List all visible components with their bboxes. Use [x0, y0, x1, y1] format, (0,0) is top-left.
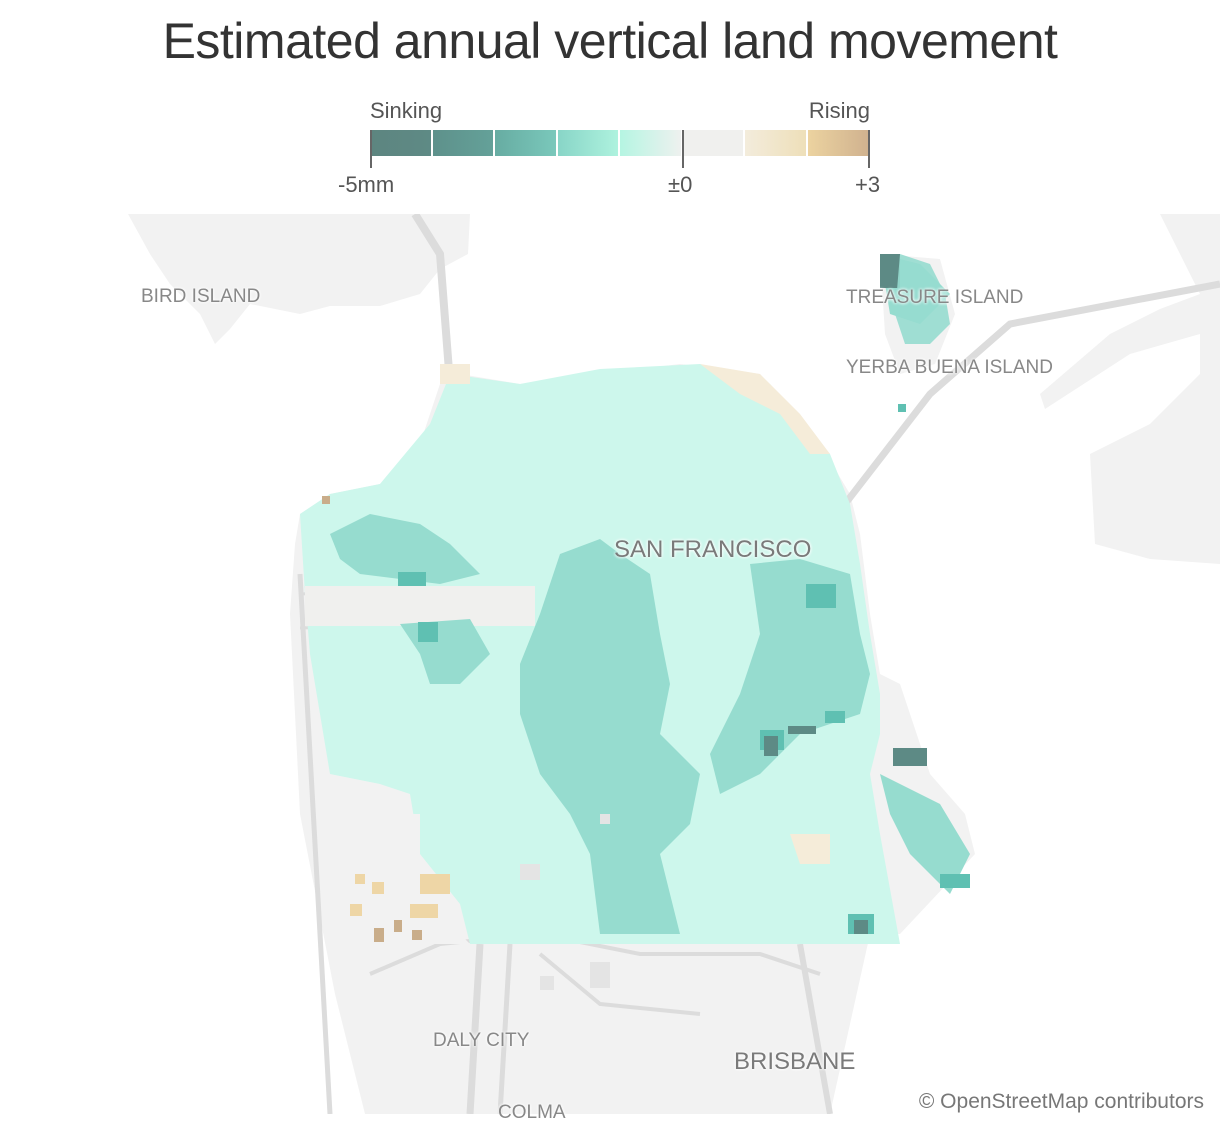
legend-colorbar	[370, 130, 868, 156]
overlay-gaps	[520, 814, 610, 990]
legend-min-label: -5mm	[338, 172, 395, 197]
legend-segment	[432, 130, 493, 156]
basemap	[128, 211, 1220, 1115]
legend-tick-min	[370, 130, 372, 168]
place-label: TREASURE ISLAND	[846, 287, 1024, 308]
map-attribution[interactable]: © OpenStreetMap contributors	[918, 1090, 1204, 1113]
legend-sinking-label: Sinking	[370, 98, 443, 123]
land-oakland	[1040, 214, 1220, 564]
legend-tick-zero	[682, 130, 684, 168]
legend-segment	[807, 130, 868, 156]
place-label: BRISBANE	[734, 1048, 856, 1075]
golden-gate-park	[305, 586, 535, 626]
place-label: BIRD ISLAND	[141, 286, 261, 307]
legend-segment	[495, 130, 556, 156]
overlay-daly-city-gray	[330, 814, 470, 944]
map-canvas[interactable]: BIRD ISLAND TREASURE ISLAND YERBA BUENA IS…	[0, 211, 1220, 1123]
overlay-rise-light	[440, 364, 830, 864]
legend-segment	[745, 130, 806, 156]
color-legend: Sinking Rising -5mm ±0 +3	[338, 96, 900, 206]
place-label: COLMA	[498, 1102, 566, 1123]
legend-segment	[370, 130, 431, 156]
overlay-rise-dark-pixels	[322, 496, 422, 942]
legend-zero-label: ±0	[668, 172, 693, 197]
place-label: YERBA BUENA ISLAND	[846, 357, 1053, 378]
overlay-treasure-island	[895, 254, 950, 344]
chart-title: Estimated annual vertical land movement	[162, 13, 1058, 69]
legend-segment	[682, 130, 743, 156]
legend-segment	[620, 130, 681, 156]
legend-tick-max	[868, 130, 870, 168]
overlay-rise-pixels	[350, 874, 450, 918]
overlay-sink-mid	[330, 254, 970, 934]
place-label: DALY CITY	[433, 1030, 530, 1051]
place-label: SAN FRANCISCO	[614, 536, 812, 563]
legend-rising-label: Rising	[808, 98, 870, 123]
overlay-sink-dark	[764, 254, 927, 934]
legend-segment	[557, 130, 618, 156]
land-marin	[128, 214, 470, 344]
legend-max-label: +3	[855, 172, 881, 197]
